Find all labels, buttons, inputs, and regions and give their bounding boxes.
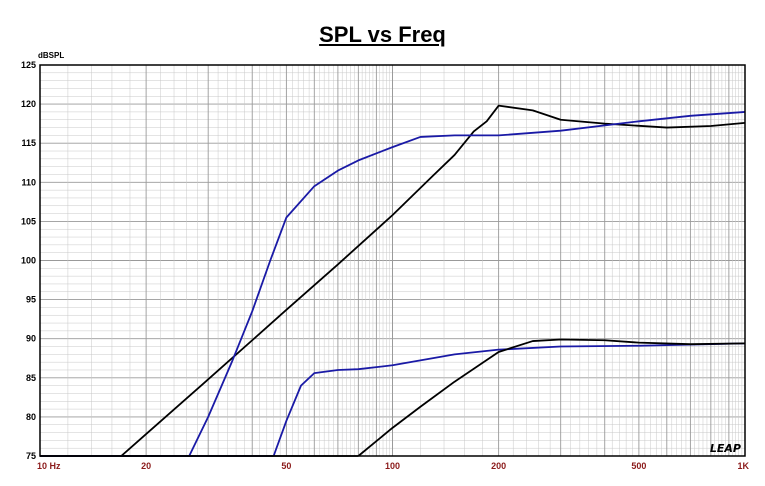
y-tick-label: 105	[21, 216, 36, 226]
y-tick-labels: 125 120 115 110 105 100 95 90 85 80 75	[21, 60, 36, 461]
curve-4	[357, 338, 746, 457]
y-tick-label: 85	[26, 373, 36, 383]
curve-2	[188, 111, 746, 457]
y-tick-label: 125	[21, 60, 36, 70]
y-tick-label: 95	[26, 295, 36, 305]
x-tick-label: 20	[141, 461, 151, 471]
plot-frame	[39, 64, 746, 457]
y-tick-label: 80	[26, 412, 36, 422]
y-tick-label: 110	[21, 177, 36, 187]
chart-title: SPL vs Freq	[319, 22, 446, 47]
curve-3	[272, 342, 746, 457]
leap-logo: LEAP	[710, 442, 741, 455]
x-tick-label: 100	[385, 461, 400, 471]
y-tick-label: 75	[26, 451, 36, 461]
x-tick-label: 200	[491, 461, 506, 471]
y-tick-label: 90	[26, 334, 36, 344]
y-tick-label: 100	[21, 256, 36, 266]
grid	[39, 64, 746, 457]
x-tick-label: 10 Hz	[37, 461, 61, 471]
x-tick-label: 50	[281, 461, 291, 471]
x-tick-labels: 10 Hz 20 50 100 200 500 1K	[37, 461, 749, 471]
y-tick-label: 120	[21, 99, 36, 109]
x-tick-label: 500	[631, 461, 646, 471]
y-axis-label: dBSPL	[38, 51, 65, 60]
y-tick-label: 115	[21, 138, 36, 148]
x-tick-label: 1K	[737, 461, 749, 471]
